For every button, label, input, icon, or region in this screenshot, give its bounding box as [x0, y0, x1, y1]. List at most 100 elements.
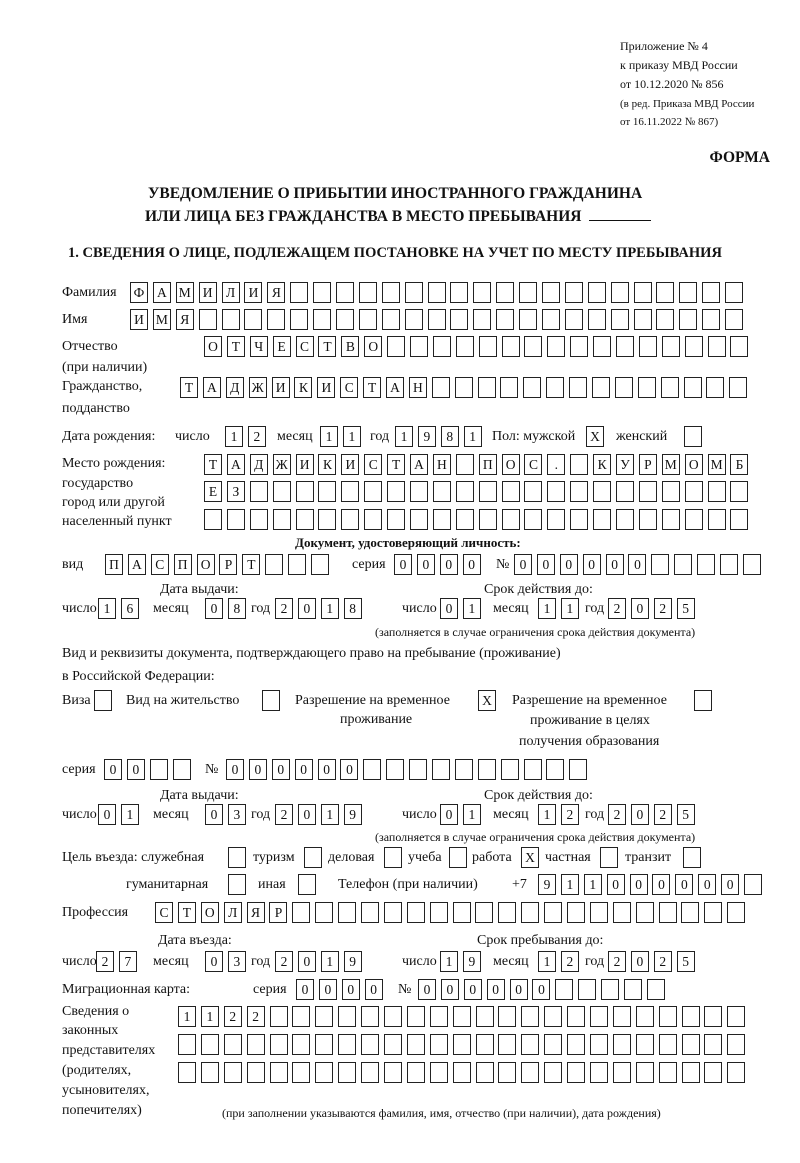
- input-cell[interactable]: 0: [318, 979, 337, 1000]
- input-cell[interactable]: [637, 377, 656, 398]
- input-cell[interactable]: [178, 1062, 196, 1083]
- input-cell[interactable]: [590, 1062, 609, 1083]
- input-cell[interactable]: 0: [205, 598, 223, 619]
- input-cell[interactable]: [387, 509, 406, 530]
- input-cell[interactable]: 1: [462, 804, 481, 825]
- input-cell[interactable]: [269, 1006, 288, 1027]
- input-cell[interactable]: [427, 309, 446, 330]
- input-cell[interactable]: [633, 309, 652, 330]
- input-cell[interactable]: 2: [608, 804, 626, 825]
- input-cell[interactable]: [358, 282, 377, 303]
- input-cell[interactable]: [616, 509, 635, 530]
- input-cell[interactable]: П: [478, 454, 497, 475]
- input-cell[interactable]: [524, 509, 543, 530]
- input-cell[interactable]: О: [196, 554, 215, 575]
- input-cell[interactable]: [519, 309, 538, 330]
- input-cell[interactable]: 0: [630, 951, 649, 972]
- input-cell[interactable]: [578, 979, 597, 1000]
- input-cell[interactable]: И: [130, 309, 148, 330]
- input-cell[interactable]: [590, 1034, 609, 1055]
- input-cell[interactable]: Я: [267, 282, 286, 303]
- input-cell[interactable]: X: [586, 426, 604, 447]
- input-cell[interactable]: [292, 902, 311, 923]
- input-cell[interactable]: [730, 481, 749, 502]
- input-cell[interactable]: [729, 377, 748, 398]
- input-cell[interactable]: [567, 902, 586, 923]
- input-cell[interactable]: [361, 1006, 380, 1027]
- input-cell[interactable]: 9: [417, 426, 436, 447]
- input-cell[interactable]: [590, 1006, 609, 1027]
- input-cell[interactable]: 8: [440, 426, 459, 447]
- input-cell[interactable]: О: [501, 454, 520, 475]
- input-cell[interactable]: [478, 481, 497, 502]
- input-cell[interactable]: [725, 282, 744, 303]
- input-cell[interactable]: [361, 1034, 380, 1055]
- input-cell[interactable]: [498, 902, 517, 923]
- input-cell[interactable]: [406, 902, 425, 923]
- input-cell[interactable]: [570, 481, 589, 502]
- input-cell[interactable]: [612, 1034, 631, 1055]
- input-cell[interactable]: 0: [364, 979, 383, 1000]
- input-cell[interactable]: [473, 282, 492, 303]
- input-cell[interactable]: О: [204, 336, 222, 357]
- input-cell[interactable]: [587, 282, 606, 303]
- input-cell[interactable]: 1: [342, 426, 361, 447]
- input-cell[interactable]: [341, 481, 360, 502]
- input-cell[interactable]: [684, 481, 703, 502]
- input-cell[interactable]: 2: [275, 951, 293, 972]
- input-cell[interactable]: 0: [630, 598, 649, 619]
- input-cell[interactable]: 0: [463, 979, 482, 1000]
- input-cell[interactable]: [364, 481, 383, 502]
- input-cell[interactable]: [432, 509, 451, 530]
- input-cell[interactable]: [500, 377, 519, 398]
- input-cell[interactable]: И: [198, 282, 217, 303]
- input-cell[interactable]: [694, 690, 712, 711]
- input-cell[interactable]: [498, 1006, 517, 1027]
- input-cell[interactable]: [707, 509, 726, 530]
- input-cell[interactable]: [429, 902, 448, 923]
- input-cell[interactable]: 0: [418, 979, 436, 1000]
- input-cell[interactable]: [546, 377, 565, 398]
- input-cell[interactable]: [473, 309, 492, 330]
- input-cell[interactable]: [246, 1062, 265, 1083]
- input-cell[interactable]: [547, 509, 566, 530]
- input-cell[interactable]: Р: [269, 902, 288, 923]
- input-cell[interactable]: [704, 902, 723, 923]
- input-cell[interactable]: [523, 759, 542, 780]
- input-cell[interactable]: [358, 309, 377, 330]
- input-cell[interactable]: 2: [275, 804, 293, 825]
- input-cell[interactable]: [633, 282, 652, 303]
- input-cell[interactable]: И: [244, 282, 263, 303]
- input-cell[interactable]: П: [173, 554, 192, 575]
- input-cell[interactable]: [410, 509, 429, 530]
- input-cell[interactable]: [569, 377, 588, 398]
- input-cell[interactable]: [660, 377, 679, 398]
- input-cell[interactable]: [524, 336, 543, 357]
- input-cell[interactable]: [249, 509, 268, 530]
- input-cell[interactable]: [725, 309, 744, 330]
- input-cell[interactable]: [544, 1006, 563, 1027]
- input-cell[interactable]: [600, 847, 618, 868]
- input-cell[interactable]: [646, 979, 665, 1000]
- input-cell[interactable]: [262, 690, 280, 711]
- input-cell[interactable]: А: [127, 554, 146, 575]
- input-cell[interactable]: [658, 1034, 677, 1055]
- input-cell[interactable]: Е: [204, 481, 222, 502]
- input-cell[interactable]: [410, 336, 429, 357]
- input-cell[interactable]: Т: [180, 377, 198, 398]
- input-cell[interactable]: [341, 509, 360, 530]
- input-cell[interactable]: А: [410, 454, 429, 475]
- input-cell[interactable]: [298, 874, 316, 895]
- input-cell[interactable]: [635, 902, 654, 923]
- input-cell[interactable]: [519, 282, 538, 303]
- input-cell[interactable]: 2: [653, 598, 672, 619]
- input-cell[interactable]: [592, 377, 611, 398]
- input-cell[interactable]: [200, 1034, 219, 1055]
- input-cell[interactable]: 2: [653, 804, 672, 825]
- input-cell[interactable]: [635, 1006, 654, 1027]
- input-cell[interactable]: [477, 759, 496, 780]
- input-cell[interactable]: [704, 1034, 723, 1055]
- input-cell[interactable]: [612, 1006, 631, 1027]
- input-cell[interactable]: Д: [249, 454, 268, 475]
- input-cell[interactable]: Б: [730, 454, 749, 475]
